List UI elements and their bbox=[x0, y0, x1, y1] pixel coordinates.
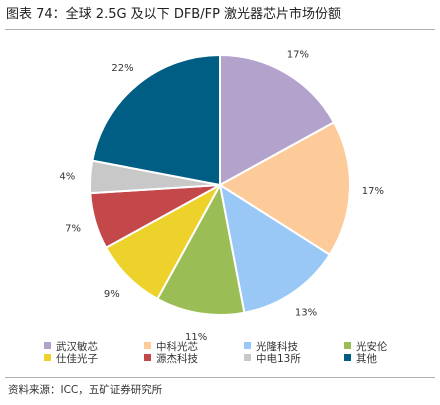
data-label-1: 17% bbox=[287, 49, 309, 60]
legend-swatch-3 bbox=[244, 342, 251, 349]
legend-label-3: 光隆科技 bbox=[256, 341, 298, 353]
legend-item-7: 中电13所 bbox=[244, 353, 301, 365]
source-divider bbox=[5, 377, 435, 378]
legend-item-6: 源杰科技 bbox=[144, 353, 198, 365]
pie-data-labels: 17% 17% 13% 11% 9% 7% 4% 22% bbox=[59, 49, 384, 343]
legend-item-2: 中科光芯 bbox=[144, 341, 198, 353]
legend-swatch-5 bbox=[44, 354, 51, 361]
pie-slice-8 bbox=[91, 53, 221, 187]
data-label-7: 4% bbox=[59, 171, 75, 182]
data-label-8: 22% bbox=[111, 63, 133, 74]
pie-slice-3 bbox=[218, 182, 332, 314]
pie-slice-2 bbox=[218, 121, 351, 257]
data-label-6: 7% bbox=[65, 224, 81, 235]
legend-swatch-8 bbox=[344, 354, 351, 361]
source-note: 资料来源：ICC，五矿证券研究所 bbox=[8, 384, 163, 396]
legend-item-4: 光安伦 bbox=[344, 341, 388, 353]
legend-item-5: 仕佳光子 bbox=[44, 353, 98, 365]
pie-slice-1 bbox=[219, 53, 336, 187]
data-label-4: 11% bbox=[185, 332, 207, 343]
pie-slice-4 bbox=[156, 182, 246, 316]
legend-label-8: 其他 bbox=[356, 353, 377, 365]
legend-swatch-6 bbox=[144, 354, 151, 361]
legend-label-2: 中科光芯 bbox=[156, 341, 198, 353]
legend-swatch-4 bbox=[344, 342, 351, 349]
legend-label-4: 光安伦 bbox=[356, 341, 388, 353]
legend-swatch-2 bbox=[144, 342, 151, 349]
legend-item-8: 其他 bbox=[344, 353, 377, 365]
legend-label-6: 源杰科技 bbox=[156, 353, 198, 365]
legend-label-7: 中电13所 bbox=[256, 353, 301, 365]
data-label-5: 9% bbox=[104, 289, 120, 300]
legend-label-1: 武汉敏芯 bbox=[56, 341, 98, 353]
legend-item-1: 武汉敏芯 bbox=[44, 341, 98, 353]
legend-swatch-1 bbox=[44, 342, 51, 349]
legend-swatch-7 bbox=[244, 354, 251, 361]
pie-slices bbox=[89, 53, 351, 316]
data-label-3: 13% bbox=[295, 308, 317, 319]
chart-title: 图表 74：全球 2.5G 及以下 DFB/FP 激光器芯片市场份额 bbox=[6, 7, 342, 22]
title-divider bbox=[5, 29, 435, 30]
legend-label-5: 仕佳光子 bbox=[56, 353, 98, 365]
data-label-2: 17% bbox=[362, 186, 384, 197]
legend-item-3: 光隆科技 bbox=[244, 341, 298, 353]
pie-chart: 17% 17% 13% 11% 9% 7% 4% 22% bbox=[59, 49, 384, 343]
